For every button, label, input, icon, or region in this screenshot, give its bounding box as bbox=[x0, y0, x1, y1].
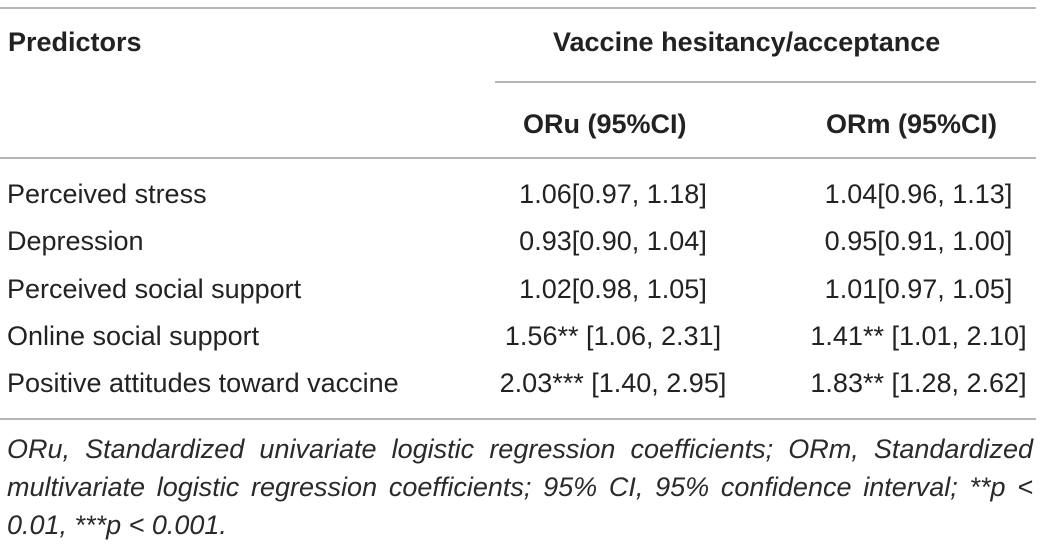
oru-value: 0.93[0.90, 1.04] bbox=[519, 226, 707, 256]
orm-value: 1.83** [1.28, 2.62] bbox=[810, 368, 1027, 398]
orm-value: 1.01[0.97, 1.05] bbox=[824, 274, 1013, 304]
group-header-rule bbox=[495, 81, 1036, 83]
header-predictors: Predictors bbox=[8, 27, 142, 57]
table-footnote: ORu, Standardized univariate logistic re… bbox=[7, 434, 1033, 540]
row-label: Online social support bbox=[7, 321, 260, 351]
orm-value: 0.95[0.91, 1.00] bbox=[824, 226, 1013, 256]
header-orm: ORm (95%CI) bbox=[826, 109, 998, 139]
bottom-rule bbox=[0, 418, 1036, 420]
orm-value: 1.41** [1.01, 2.10] bbox=[810, 321, 1027, 351]
row-label: Perceived social support bbox=[7, 274, 302, 304]
header-vaccine-hesitancy: Vaccine hesitancy/acceptance bbox=[553, 27, 941, 57]
top-rule bbox=[0, 7, 1036, 9]
header-rule bbox=[0, 157, 1036, 159]
oru-value: 1.02[0.98, 1.05] bbox=[519, 274, 707, 304]
header-oru: ORu (95%CI) bbox=[523, 109, 687, 139]
row-label: Positive attitudes toward vaccine bbox=[7, 368, 399, 398]
row-label: Depression bbox=[7, 226, 144, 256]
orm-value: 1.04[0.96, 1.13] bbox=[824, 179, 1013, 209]
row-label: Perceived stress bbox=[7, 179, 207, 209]
oru-value: 1.06[0.97, 1.18] bbox=[519, 179, 707, 209]
oru-value: 2.03*** [1.40, 2.95] bbox=[499, 368, 727, 398]
oru-value: 1.56** [1.06, 2.31] bbox=[504, 321, 722, 351]
